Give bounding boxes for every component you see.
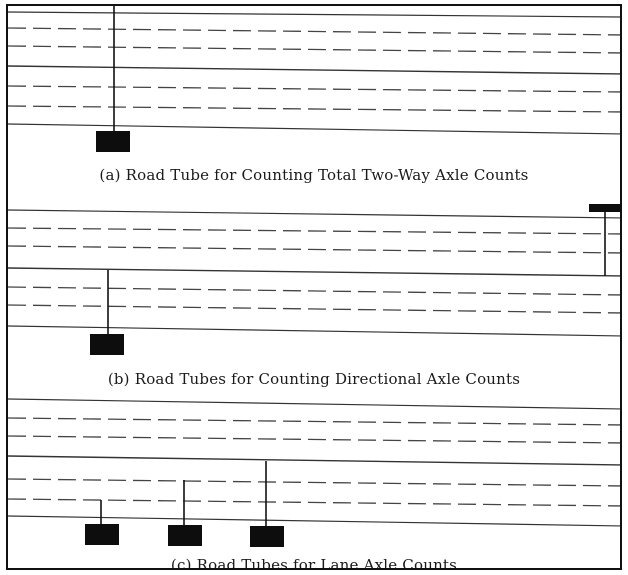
- panel-c-counter-box-2: [168, 525, 202, 546]
- panel-c-road: [8, 398, 620, 527]
- road-tube-figure: (a) Road Tube for Counting Total Two-Way…: [6, 4, 622, 570]
- panel-b-lane-line-4: [8, 304, 620, 314]
- panel-c-road-centerline: [8, 455, 620, 466]
- road-tube-diagram: [8, 6, 620, 547]
- panel-b-road-edge-top: [8, 209, 620, 219]
- panel-c-lane-line-4: [8, 498, 620, 507]
- panel-b-counter-box-left: [90, 334, 124, 355]
- panel-c-counter-box-1: [85, 524, 119, 545]
- panel-c-lane-line-2: [8, 435, 620, 444]
- panel-b-road-edge-bottom: [8, 325, 620, 337]
- panel-a-road-centerline: [8, 65, 620, 75]
- panel-a-lane-line-4: [8, 105, 620, 113]
- panel-a-lane-line-2: [8, 45, 620, 54]
- panel-c-lane-line-1: [8, 417, 620, 426]
- panel-a-lane-line-3: [8, 85, 620, 93]
- panel-c-counter-box-3: [250, 526, 284, 547]
- panel-b-lane-line-3: [8, 286, 620, 296]
- panel-c-lane-line-3: [8, 478, 620, 487]
- panel-b-lane-line-1: [8, 227, 620, 235]
- panel-c-road-edge-bottom: [8, 515, 620, 527]
- panel-b-counter-box-right: [589, 204, 620, 212]
- panel-a-road-edge-bottom: [8, 123, 620, 135]
- panel-b-caption: (b) Road Tubes for Counting Directional …: [107, 370, 521, 388]
- panel-c-road-edge-top: [8, 398, 620, 410]
- panel-a-lane-line-1: [8, 27, 620, 36]
- panel-c-caption: (c) Road Tubes for Lane Axle Counts: [170, 556, 458, 570]
- panel-b-road-centerline: [8, 267, 620, 277]
- panel-a-counter-box: [96, 131, 130, 152]
- panel-a-road-edge-top: [8, 11, 620, 18]
- panel-b-road: [8, 209, 620, 337]
- panel-b-lane-line-2: [8, 245, 620, 254]
- panel-a-caption: (a) Road Tube for Counting Total Two-Way…: [99, 166, 529, 184]
- panel-a-road: [8, 11, 620, 135]
